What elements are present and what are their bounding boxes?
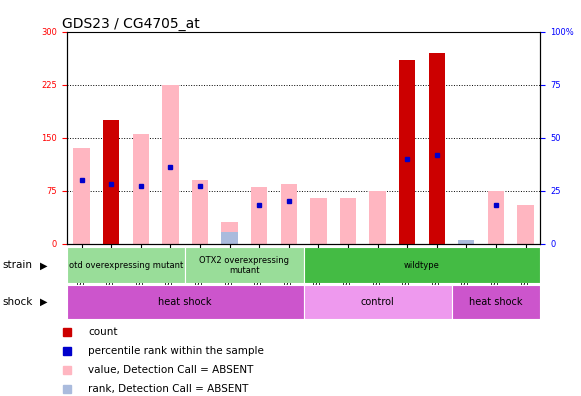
Text: percentile rank within the sample: percentile rank within the sample — [88, 346, 264, 356]
Text: otd overexpressing mutant: otd overexpressing mutant — [69, 261, 183, 270]
Bar — [67, 248, 185, 283]
Text: OTX2 overexpressing
mutant: OTX2 overexpressing mutant — [199, 256, 289, 275]
Bar — [132, 134, 149, 244]
Text: heat shock: heat shock — [159, 297, 212, 307]
Bar — [73, 148, 89, 244]
Bar — [303, 285, 451, 319]
Text: shock: shock — [3, 297, 33, 307]
Text: control: control — [361, 297, 394, 307]
Bar — [518, 205, 534, 244]
Bar — [221, 222, 238, 244]
Bar — [281, 183, 297, 244]
Bar — [458, 240, 475, 244]
Text: ▶: ▶ — [40, 260, 47, 270]
Bar — [192, 180, 208, 244]
Bar — [429, 53, 445, 244]
Bar — [488, 190, 504, 244]
Text: count: count — [88, 327, 118, 337]
Text: ▶: ▶ — [40, 297, 47, 307]
Text: wildtype: wildtype — [404, 261, 440, 270]
Text: heat shock: heat shock — [469, 297, 523, 307]
Text: strain: strain — [3, 260, 33, 270]
Bar — [185, 248, 303, 283]
Bar — [370, 190, 386, 244]
Bar — [451, 285, 540, 319]
Bar — [399, 60, 415, 244]
Bar — [221, 232, 238, 244]
Bar — [162, 85, 178, 244]
Text: GDS23 / CG4705_at: GDS23 / CG4705_at — [62, 17, 200, 30]
Bar — [251, 187, 267, 244]
Bar — [303, 248, 540, 283]
Bar — [67, 285, 303, 319]
Text: value, Detection Call = ABSENT: value, Detection Call = ABSENT — [88, 365, 254, 375]
Bar — [310, 198, 327, 244]
Bar — [103, 120, 119, 244]
Bar — [340, 198, 356, 244]
Text: rank, Detection Call = ABSENT: rank, Detection Call = ABSENT — [88, 384, 249, 394]
